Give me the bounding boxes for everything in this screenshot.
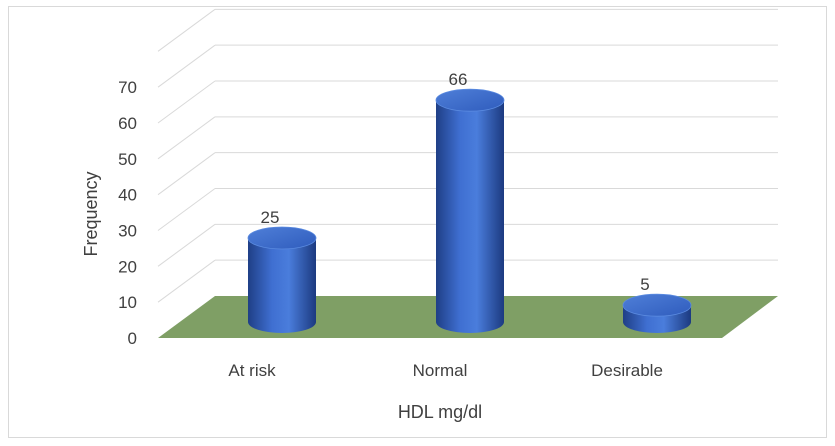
bar-top bbox=[622, 293, 692, 317]
x-category-label: At risk bbox=[228, 361, 276, 380]
gridline-side bbox=[157, 8, 216, 52]
y-axis-ticks: 0 10 20 30 40 50 60 70 bbox=[118, 78, 137, 348]
x-axis-categories: At risk Normal Desirable bbox=[228, 361, 663, 380]
y-tick-label: 50 bbox=[118, 150, 137, 169]
gridline-side bbox=[157, 188, 216, 231]
data-label: 66 bbox=[449, 70, 468, 89]
bars bbox=[247, 88, 692, 334]
bar-body bbox=[248, 237, 316, 333]
data-labels: 25 66 5 bbox=[261, 70, 650, 294]
data-label: 5 bbox=[640, 275, 649, 294]
y-tick-label: 0 bbox=[128, 329, 137, 348]
gridline-side bbox=[157, 259, 216, 303]
y-axis-title: Frequency bbox=[81, 171, 101, 256]
y-tick-label: 60 bbox=[118, 114, 137, 133]
chart-frame bbox=[8, 6, 827, 438]
y-tick-label: 20 bbox=[118, 257, 137, 276]
y-tick-label: 70 bbox=[118, 78, 137, 97]
gridline-side bbox=[157, 116, 216, 160]
y-tick-label: 10 bbox=[118, 293, 137, 312]
gridline-side bbox=[157, 44, 216, 88]
y-tick-label: 40 bbox=[118, 186, 137, 205]
bar-at-risk bbox=[247, 226, 317, 333]
x-category-label: Desirable bbox=[591, 361, 663, 380]
bar-top bbox=[435, 88, 505, 112]
x-axis-title: HDL mg/dl bbox=[398, 402, 482, 422]
bar-top bbox=[247, 226, 317, 250]
gridline-side bbox=[157, 223, 216, 267]
y-tick-label: 30 bbox=[118, 222, 137, 241]
gridline-side bbox=[157, 152, 216, 196]
data-label: 25 bbox=[261, 208, 280, 227]
bar-desirable bbox=[622, 293, 692, 333]
bar-normal bbox=[435, 88, 505, 334]
gridline-side bbox=[157, 80, 216, 124]
bar-body bbox=[436, 100, 504, 334]
x-category-label: Normal bbox=[413, 361, 468, 380]
